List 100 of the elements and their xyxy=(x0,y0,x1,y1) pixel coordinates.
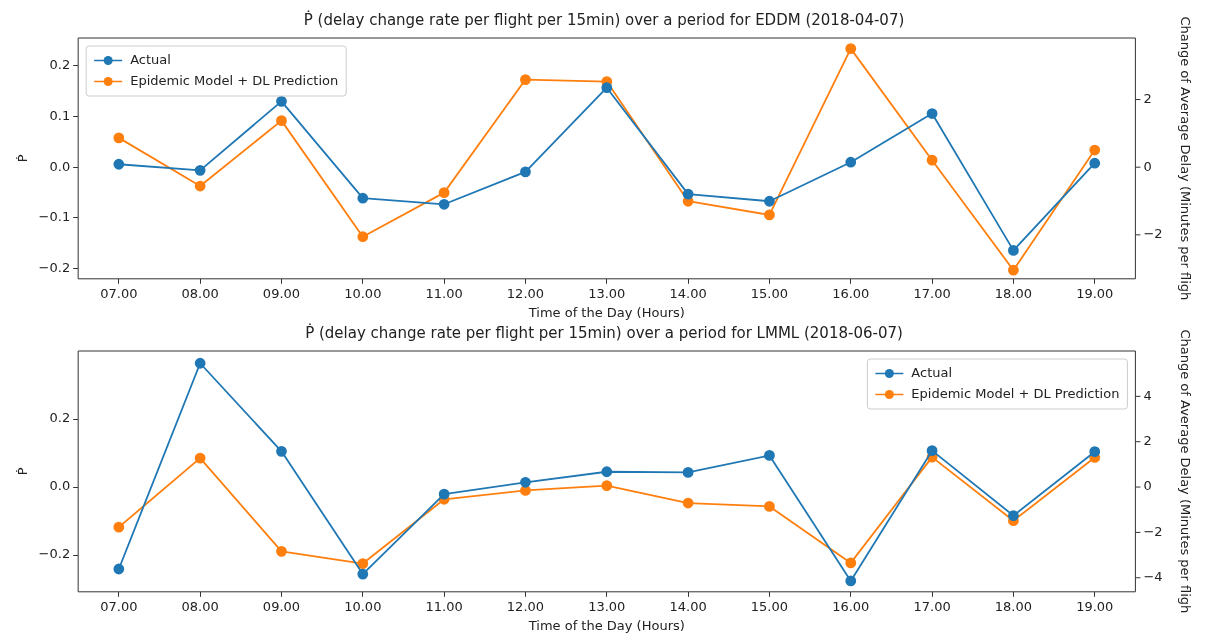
x-tick-label: 10.00 xyxy=(344,598,382,614)
x-tick-label: 16.00 xyxy=(832,598,870,614)
point xyxy=(113,158,125,170)
chart-title: Ṗ (delay change rate per flight per 15min) over a period for EDDM (2018-04-07) xyxy=(303,9,905,29)
point xyxy=(520,476,531,488)
point xyxy=(1008,264,1019,276)
x-tick-label: 10.00 xyxy=(344,285,382,301)
point xyxy=(764,501,775,512)
x-tick-label: 12.00 xyxy=(506,598,545,614)
point xyxy=(276,115,287,127)
y2-tick-label: 2 xyxy=(1143,90,1152,106)
point xyxy=(438,488,450,500)
point xyxy=(357,568,369,580)
point xyxy=(601,82,613,94)
x-tick-label: 11.00 xyxy=(425,285,463,301)
legend-label: Actual xyxy=(911,364,953,380)
x-tick-label: 07.00 xyxy=(100,598,138,614)
x-tick-label: 09.00 xyxy=(262,598,301,614)
legend-label: Epidemic Model + DL Prediction xyxy=(130,72,339,88)
point xyxy=(1089,144,1101,156)
point xyxy=(845,575,857,587)
y-tick-label: −0.2 xyxy=(38,546,71,562)
point xyxy=(926,445,938,457)
point xyxy=(926,108,938,119)
x-tick-label: 13.00 xyxy=(588,285,626,301)
y-axis-title: Ṗ xyxy=(15,467,31,476)
legend-label: Epidemic Model + DL Prediction xyxy=(911,385,1120,401)
x-tick-label: 08.00 xyxy=(181,598,219,614)
y2-tick-label: 0 xyxy=(1143,478,1152,494)
chart-title: Ṗ (delay change rate per flight per 15min) over a period for LMML (2018-06-07) xyxy=(305,322,903,342)
y-axis-title: Ṗ xyxy=(15,154,31,163)
x-tick-label: 07.00 xyxy=(100,285,138,301)
y-tick-label: 0.1 xyxy=(49,107,71,123)
y2-tick-label: −2 xyxy=(1143,226,1163,242)
x-tick-label: 18.00 xyxy=(994,285,1033,301)
point xyxy=(601,466,613,478)
point xyxy=(194,357,206,369)
point xyxy=(113,563,125,575)
x-tick-label: 13.00 xyxy=(588,598,626,614)
y-tick-label: 0.2 xyxy=(49,57,71,73)
point xyxy=(1008,245,1019,256)
point xyxy=(194,180,206,192)
point xyxy=(682,188,694,200)
y2-tick-label: 0 xyxy=(1143,158,1152,174)
point xyxy=(1089,446,1101,458)
x-tick-label: 11.00 xyxy=(425,598,463,614)
x-tick-label: 08.00 xyxy=(181,285,219,301)
point xyxy=(276,95,287,107)
x-tick-label: 15.00 xyxy=(750,285,789,301)
point xyxy=(764,209,775,221)
point xyxy=(926,154,938,166)
point xyxy=(194,452,206,464)
x-tick-label: 19.00 xyxy=(1076,598,1114,614)
point xyxy=(764,195,775,207)
x-axis-title: Time of the Day (Hours) xyxy=(527,617,685,633)
y2-axis-title: Change of Average Delay (Minutes per fligh xyxy=(1177,16,1193,301)
x-tick-label: 09.00 xyxy=(262,285,301,301)
point xyxy=(357,558,369,569)
point xyxy=(1008,510,1019,522)
x-tick-label: 12.00 xyxy=(506,285,545,301)
point xyxy=(520,485,531,496)
y2-tick-label: −4 xyxy=(1143,569,1163,585)
point xyxy=(438,187,450,199)
point xyxy=(357,192,369,204)
y2-tick-label: 4 xyxy=(1143,387,1152,403)
x-tick-label: 18.00 xyxy=(994,598,1033,614)
point xyxy=(357,231,369,243)
x-tick-label: 14.00 xyxy=(669,285,707,301)
point xyxy=(194,164,206,176)
point xyxy=(764,450,775,461)
x-tick-label: 16.00 xyxy=(832,285,870,301)
x-tick-label: 17.00 xyxy=(913,598,951,614)
point xyxy=(845,557,857,569)
point xyxy=(682,467,694,478)
y2-tick-label: −2 xyxy=(1143,523,1163,539)
y-tick-label: 0.2 xyxy=(49,410,71,426)
legend-label: Actual xyxy=(130,51,171,67)
x-tick-label: 19.00 xyxy=(1076,285,1114,301)
point xyxy=(276,445,287,457)
point xyxy=(113,132,125,144)
point xyxy=(113,521,125,533)
y2-axis-title: Change of Average Delay (Minutes per fligh xyxy=(1177,329,1193,614)
point xyxy=(845,156,857,168)
point xyxy=(1089,157,1101,169)
x-tick-label: 15.00 xyxy=(750,598,789,614)
point xyxy=(520,166,531,178)
x-tick-label: 14.00 xyxy=(669,598,707,614)
point xyxy=(438,198,450,210)
point xyxy=(845,43,857,55)
x-tick-label: 17.00 xyxy=(913,285,951,301)
x-axis-title: Time of the Day (Hours) xyxy=(527,304,685,320)
y-tick-label: 0.0 xyxy=(49,158,71,174)
y-tick-label: −0.2 xyxy=(38,260,71,276)
point xyxy=(601,480,613,492)
point xyxy=(520,74,531,85)
y2-tick-label: 2 xyxy=(1143,433,1152,449)
point xyxy=(682,497,694,509)
point xyxy=(276,545,287,557)
y-tick-label: 0.0 xyxy=(49,478,71,494)
y-tick-label: −0.1 xyxy=(38,209,71,225)
